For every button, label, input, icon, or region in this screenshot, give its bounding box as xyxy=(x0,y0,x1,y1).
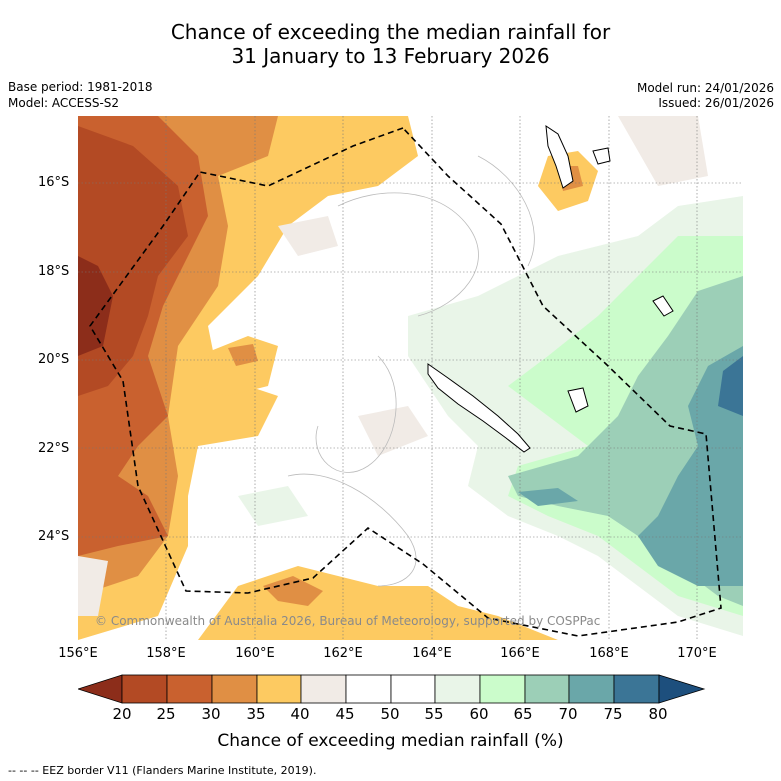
lon-label-156e: 156°E xyxy=(58,646,98,661)
region-80 xyxy=(718,356,743,416)
vanuatu-island-outline xyxy=(592,147,611,165)
contour-line xyxy=(315,355,397,473)
colorbar-tick: 60 xyxy=(469,705,489,723)
map-copyright: © Commonwealth of Australia 2026, Bureau… xyxy=(95,614,601,628)
title-line-1: Chance of exceeding the median rainfall … xyxy=(170,20,611,44)
issued-date: Issued: 26/01/2026 xyxy=(658,96,774,110)
region-35-mid xyxy=(228,344,258,366)
region-20 xyxy=(78,256,113,356)
region-45-d xyxy=(78,556,108,616)
colorbar-bin xyxy=(300,674,347,704)
colorbar-bin xyxy=(211,674,258,704)
colorbar-tick: 65 xyxy=(513,705,533,723)
colorbar-bin xyxy=(613,674,660,704)
lon-label-158e: 158°E xyxy=(146,646,186,661)
lat-label-22s: 22°S xyxy=(38,441,70,456)
region-45-c xyxy=(618,116,708,186)
lat-label-18s: 18°S xyxy=(38,264,70,279)
colorbar-tick: 55 xyxy=(424,705,444,723)
region-60-b xyxy=(238,486,308,526)
colorbar-high-extension xyxy=(658,674,706,704)
colorbar-bin xyxy=(345,674,392,704)
lon-label-170e: 170°E xyxy=(677,646,717,661)
colorbar-bin xyxy=(166,674,213,704)
model-run: Model run: 24/01/2026 xyxy=(636,81,774,95)
lon-label-162e: 162°E xyxy=(323,646,363,661)
colorbar-low-extension xyxy=(78,674,123,704)
lat-label-16s: 16°S xyxy=(38,175,70,190)
vanuatu-island-outline xyxy=(652,295,674,317)
new-caledonia-outline xyxy=(427,363,531,453)
colorbar-tick: 45 xyxy=(335,705,355,723)
colorbar-tick: 70 xyxy=(558,705,578,723)
colorbar-tick: 40 xyxy=(290,705,310,723)
contour-line xyxy=(287,473,417,587)
colorbar xyxy=(78,674,706,704)
eez-legend: -- -- -- EEZ border V11 (Flanders Marine… xyxy=(8,764,317,777)
region-75 xyxy=(638,346,743,586)
lon-label-168e: 168°E xyxy=(589,646,629,661)
model-name: Model: ACCESS-S2 xyxy=(8,96,120,110)
colorbar-bin xyxy=(434,674,481,704)
colorbar-tick: 50 xyxy=(380,705,400,723)
colorbar-tick: 25 xyxy=(156,705,176,723)
colorbar-tick: 30 xyxy=(201,705,221,723)
vanuatu-outline xyxy=(545,124,574,189)
colorbar-tick: 20 xyxy=(112,705,132,723)
lat-label-24s: 24°S xyxy=(38,529,70,544)
colorbar-bin xyxy=(479,674,526,704)
colorbar-bin xyxy=(390,674,436,704)
region-45-b xyxy=(358,406,428,456)
region-35-south xyxy=(263,576,323,606)
colorbar-bin xyxy=(568,674,615,704)
contour-line xyxy=(477,155,535,267)
colorbar-label: Chance of exceeding median rainfall (%) xyxy=(217,731,564,751)
colorbar-bin xyxy=(256,674,302,704)
colorbar-bin xyxy=(524,674,570,704)
colorbar-tick: 80 xyxy=(648,705,668,723)
contour-line xyxy=(337,192,479,317)
eez-border xyxy=(89,127,722,637)
region-75-b xyxy=(518,488,578,506)
lon-label-164e: 164°E xyxy=(412,646,452,661)
colorbar-tick: 35 xyxy=(246,705,266,723)
title-line-2: 31 January to 13 February 2026 xyxy=(231,44,550,68)
colorbar-tick: 75 xyxy=(603,705,623,723)
loyalty-islands-outline xyxy=(567,387,589,413)
lat-label-20s: 20°S xyxy=(38,352,70,367)
colorbar-bin xyxy=(121,674,168,704)
rainfall-map xyxy=(78,116,743,640)
lon-label-160e: 160°E xyxy=(235,646,275,661)
region-45-a xyxy=(278,216,338,256)
base-period: Base period: 1981-2018 xyxy=(8,80,153,94)
region-40-mid xyxy=(198,336,278,396)
map-gridlines xyxy=(78,116,743,640)
lon-label-166e: 166°E xyxy=(500,646,540,661)
